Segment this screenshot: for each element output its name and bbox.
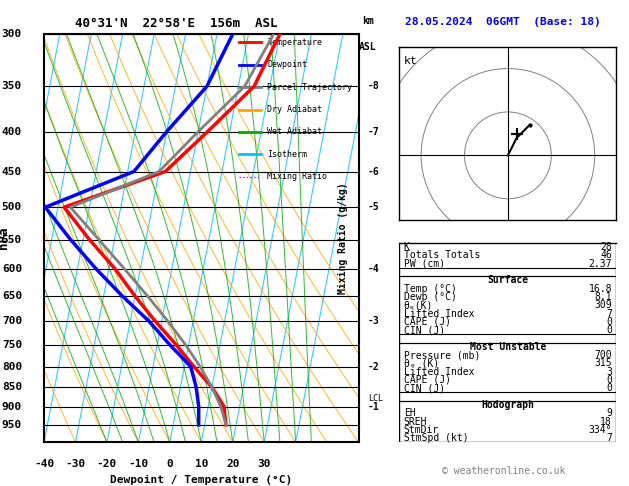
- Text: CAPE (J): CAPE (J): [404, 317, 451, 327]
- Text: -6: -6: [368, 167, 380, 176]
- Text: Dewpoint: Dewpoint: [267, 60, 308, 69]
- Text: 28: 28: [600, 242, 612, 252]
- Text: hPa: hPa: [0, 227, 9, 249]
- Text: SREH: SREH: [404, 417, 427, 427]
- Text: 309: 309: [594, 300, 612, 310]
- Text: -5: -5: [368, 202, 380, 212]
- Text: 300: 300: [2, 29, 22, 39]
- Text: -10: -10: [128, 459, 148, 469]
- Text: 18: 18: [600, 417, 612, 427]
- Text: Mixing Ratio (g/kg): Mixing Ratio (g/kg): [338, 182, 348, 294]
- Text: 7: 7: [606, 309, 612, 318]
- Text: StmSpd (kt): StmSpd (kt): [404, 433, 469, 443]
- Text: Dewp (°C): Dewp (°C): [404, 292, 457, 302]
- Text: PW (cm): PW (cm): [404, 259, 445, 269]
- Text: θₑ (K): θₑ (K): [404, 358, 439, 368]
- Text: 3: 3: [606, 367, 612, 377]
- Text: 28.05.2024  06GMT  (Base: 18): 28.05.2024 06GMT (Base: 18): [405, 17, 601, 27]
- Text: km: km: [362, 16, 374, 26]
- Text: 400: 400: [2, 126, 22, 137]
- Text: CIN (J): CIN (J): [404, 383, 445, 393]
- Text: © weatheronline.co.uk: © weatheronline.co.uk: [442, 466, 565, 476]
- Text: -40: -40: [34, 459, 54, 469]
- Text: Lifted Index: Lifted Index: [404, 309, 474, 318]
- Text: 800: 800: [2, 362, 22, 372]
- Text: 900: 900: [2, 401, 22, 412]
- Text: -2: -2: [368, 362, 380, 372]
- Text: Surface: Surface: [487, 276, 528, 285]
- Text: θₑ(K): θₑ(K): [404, 300, 433, 310]
- Text: Wet Adiabat: Wet Adiabat: [267, 127, 322, 137]
- Text: -20: -20: [97, 459, 117, 469]
- Text: ASL: ASL: [359, 42, 377, 52]
- Text: -3: -3: [368, 316, 380, 326]
- Text: 7: 7: [606, 433, 612, 443]
- Text: 40°31'N  22°58'E  156m  ASL: 40°31'N 22°58'E 156m ASL: [75, 17, 277, 30]
- Text: 850: 850: [2, 382, 22, 392]
- Text: -4: -4: [368, 264, 380, 274]
- Text: Temp (°C): Temp (°C): [404, 284, 457, 294]
- Text: 750: 750: [2, 340, 22, 350]
- Text: Hodograph: Hodograph: [481, 400, 535, 410]
- Text: 8.1: 8.1: [594, 292, 612, 302]
- Text: 30: 30: [257, 459, 271, 469]
- Text: CAPE (J): CAPE (J): [404, 375, 451, 385]
- Text: 46: 46: [600, 250, 612, 260]
- Text: -7: -7: [368, 126, 380, 137]
- Text: 0: 0: [167, 459, 173, 469]
- Text: 0: 0: [606, 325, 612, 335]
- Text: 650: 650: [2, 291, 22, 301]
- Text: 600: 600: [2, 264, 22, 274]
- Text: Totals Totals: Totals Totals: [404, 250, 480, 260]
- Text: Isotherm: Isotherm: [267, 150, 308, 159]
- Text: -8: -8: [368, 81, 380, 91]
- Text: Dewpoint / Temperature (°C): Dewpoint / Temperature (°C): [110, 475, 292, 485]
- Text: 350: 350: [2, 81, 22, 91]
- Text: LCL: LCL: [368, 395, 383, 403]
- Text: 2.37: 2.37: [589, 259, 612, 269]
- Text: Pressure (mb): Pressure (mb): [404, 350, 480, 360]
- Text: Most Unstable: Most Unstable: [470, 342, 546, 352]
- Text: Parcel Trajectory: Parcel Trajectory: [267, 83, 352, 91]
- Text: 0: 0: [606, 383, 612, 393]
- Text: Dry Adiabat: Dry Adiabat: [267, 105, 322, 114]
- Text: 10: 10: [194, 459, 208, 469]
- Text: 16.8: 16.8: [589, 284, 612, 294]
- Text: 20: 20: [226, 459, 240, 469]
- Text: 0: 0: [606, 317, 612, 327]
- Text: 0: 0: [606, 375, 612, 385]
- Text: Temperature: Temperature: [267, 38, 322, 47]
- Text: -30: -30: [65, 459, 86, 469]
- Text: 334°: 334°: [589, 425, 612, 435]
- Text: 700: 700: [594, 350, 612, 360]
- Text: EH: EH: [404, 408, 416, 418]
- Text: kt: kt: [404, 55, 417, 66]
- Text: CIN (J): CIN (J): [404, 325, 445, 335]
- Text: StmDir: StmDir: [404, 425, 439, 435]
- Text: 315: 315: [594, 358, 612, 368]
- Text: 550: 550: [2, 235, 22, 244]
- Text: 700: 700: [2, 316, 22, 326]
- Text: 500: 500: [2, 202, 22, 212]
- Text: 9: 9: [606, 408, 612, 418]
- Text: K: K: [404, 242, 409, 252]
- Text: Lifted Index: Lifted Index: [404, 367, 474, 377]
- Text: 450: 450: [2, 167, 22, 176]
- Text: Mixing Ratio: Mixing Ratio: [267, 173, 327, 181]
- Text: 950: 950: [2, 420, 22, 430]
- Text: -1: -1: [368, 401, 380, 412]
